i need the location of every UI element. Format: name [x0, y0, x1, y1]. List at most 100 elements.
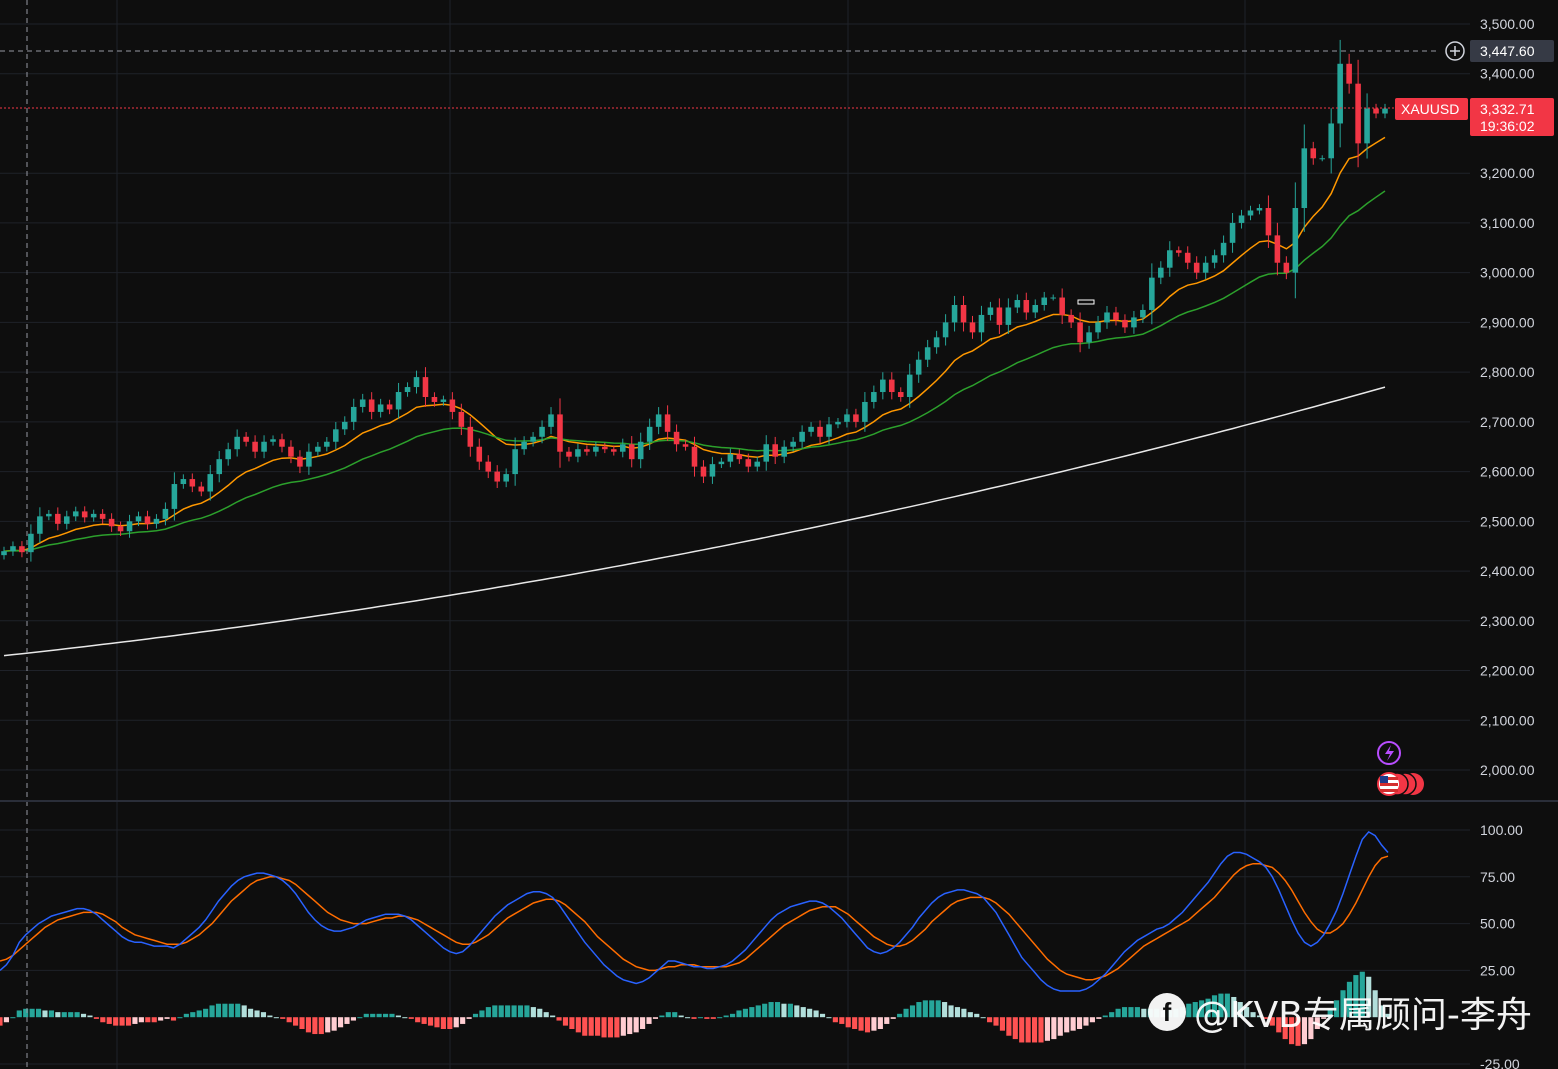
candle-body [28, 533, 34, 553]
candle-body [395, 392, 402, 410]
candle-body [1014, 300, 1021, 308]
osc-histogram-bar [807, 1008, 813, 1018]
event-markers[interactable] [1377, 741, 1424, 796]
candle-body [835, 421, 841, 425]
osc-histogram-bar [402, 1017, 408, 1019]
candle-body [1211, 255, 1218, 263]
osc-histogram-bar [768, 1002, 774, 1018]
osc-histogram-bar [1289, 1017, 1295, 1045]
symbol-label: XAUUSD [1401, 101, 1459, 117]
candle-body [790, 441, 796, 447]
candle-body [978, 314, 985, 333]
candle-body [90, 513, 97, 518]
candle-body [817, 426, 823, 437]
osc-histogram-bar [325, 1017, 331, 1033]
osc-histogram-bar [1199, 1000, 1205, 1018]
osc-histogram-bar [543, 1012, 549, 1018]
osc-histogram-bar [215, 1003, 222, 1018]
osc-histogram-bar [106, 1017, 112, 1024]
osc-tick-label: 50.00 [1480, 916, 1515, 932]
candle-body [324, 441, 330, 447]
osc-histogram-bar [524, 1005, 530, 1018]
osc-histogram-bar [607, 1017, 614, 1038]
candle-body [234, 436, 240, 450]
candle-body [1373, 108, 1379, 114]
osc-histogram-bar [1044, 1017, 1050, 1041]
osc-histogram-bar [1064, 1017, 1070, 1033]
osc-histogram-bar [1134, 1007, 1140, 1018]
osc-histogram-bar [492, 1005, 498, 1018]
osc-histogram-bar [852, 1017, 858, 1029]
candle-body [153, 518, 160, 524]
osc-histogram-bar [1244, 1007, 1250, 1018]
osc-histogram-bar [1006, 1017, 1012, 1036]
osc-histogram-bar [530, 1007, 536, 1018]
candle-body [315, 446, 321, 452]
osc-histogram-bar [434, 1017, 440, 1028]
candle-body [189, 479, 196, 487]
candle-body [225, 449, 231, 460]
osc-histogram-bar [1224, 993, 1230, 1018]
candle-body [799, 431, 805, 442]
osc-histogram-bar [1327, 1008, 1333, 1018]
candle-body [1050, 297, 1056, 299]
candle-body [736, 454, 743, 460]
oscillator-pane [0, 830, 1391, 1046]
osc-histogram-bar [620, 1017, 626, 1036]
candle-body [960, 304, 967, 323]
osc-histogram-bar [755, 1005, 761, 1018]
osc-histogram-bar [897, 1013, 903, 1018]
osc-histogram-bar [993, 1017, 999, 1026]
candle-body [261, 441, 267, 452]
us-flag-icon[interactable] [1377, 772, 1401, 796]
lightning-icon[interactable] [1377, 741, 1401, 765]
candle-body [1319, 158, 1326, 160]
osc-histogram-bar [203, 1008, 209, 1018]
candle-body [413, 377, 420, 388]
osc-histogram-bar [55, 1012, 61, 1018]
osc-histogram-bar [312, 1017, 318, 1035]
osc-histogram-bar [382, 1013, 389, 1018]
candle-body [46, 513, 52, 517]
candle-body [1229, 222, 1236, 243]
osc-histogram-bar [877, 1017, 883, 1029]
candle-body [745, 459, 752, 467]
plus-circle-icon[interactable] [1445, 41, 1465, 61]
candle-body [1364, 108, 1370, 144]
candle-body [727, 454, 734, 462]
watermark: f @KVB专属顾问-李舟 [1148, 986, 1532, 1038]
osc-histogram-bar [427, 1017, 434, 1026]
osc-histogram-bar [0, 1017, 3, 1026]
osc-histogram-bar [241, 1005, 247, 1018]
osc-histogram-bar [132, 1017, 138, 1024]
osc-histogram-bar [1282, 1017, 1288, 1040]
osc-histogram-bar [164, 1017, 170, 1019]
candle-body [772, 444, 778, 457]
price-tick-label: 2,000.00 [1480, 762, 1535, 778]
candle-body [1337, 63, 1343, 124]
osc-histogram-bar [1205, 998, 1211, 1018]
grid-lines [0, 0, 1470, 1069]
osc-histogram-bar [633, 1017, 639, 1033]
osc-histogram-bar [370, 1013, 376, 1018]
candle-body [951, 304, 958, 323]
candle-body [646, 426, 653, 442]
osc-histogram-bar [177, 1017, 183, 1019]
osc-histogram-bar [331, 1017, 337, 1031]
osc-histogram-bar [498, 1005, 504, 1018]
osc-histogram-bar [1250, 1012, 1256, 1018]
candle-body [915, 359, 922, 375]
candle-body [628, 444, 635, 460]
candle-body [709, 464, 716, 477]
osc-histogram-bar [999, 1017, 1006, 1031]
candle-body [341, 421, 348, 430]
osc-histogram-bar [1012, 1017, 1018, 1040]
price-tick-label: 2,900.00 [1480, 314, 1535, 330]
candle-body [1283, 262, 1290, 273]
price-tick-label: 2,600.00 [1480, 464, 1535, 480]
osc-histogram-bar [550, 1015, 556, 1018]
osc-histogram-bar [627, 1017, 633, 1035]
osc-histogram-bar [408, 1017, 414, 1019]
drawing-marker[interactable] [1077, 299, 1095, 305]
